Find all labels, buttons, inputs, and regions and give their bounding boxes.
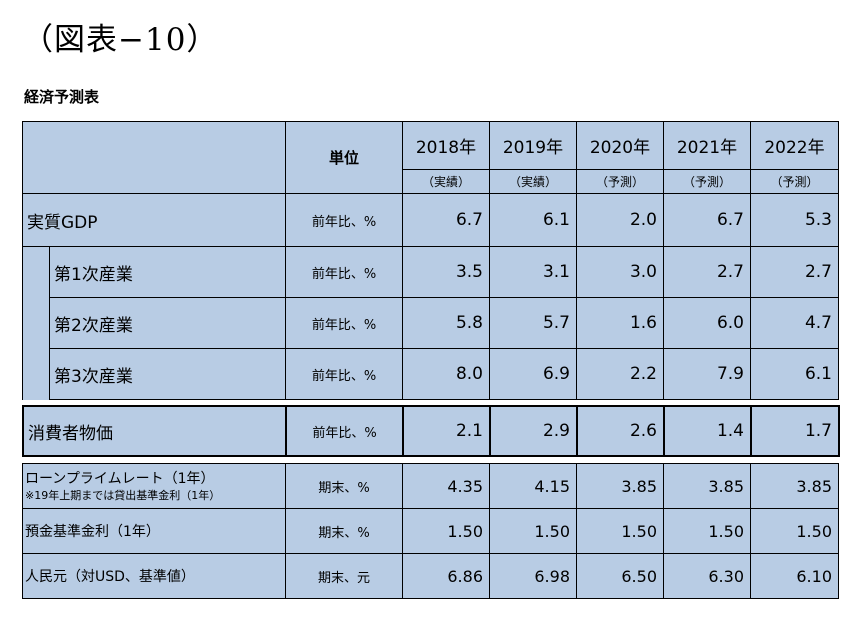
value-cell: 1.50	[663, 508, 751, 554]
value-cell: 1.50	[489, 508, 577, 554]
row-unit: 期末、%	[285, 508, 403, 554]
header-blank-cell	[22, 121, 286, 194]
value-cell: 6.0	[663, 297, 751, 349]
row-unit: 前年比、%	[285, 193, 403, 247]
header-annotation: （実績）	[489, 169, 577, 194]
value-cell: 4.15	[489, 463, 577, 509]
table-row: 実質GDP 前年比、% 6.7 6.1 2.0 6.7 5.3	[22, 193, 839, 247]
value-cell: 1.50	[750, 508, 839, 554]
cpi-table: 消費者物価 前年比、% 2.1 2.9 2.6 1.4 1.7	[22, 405, 840, 457]
value-cell: 6.1	[489, 193, 577, 247]
rates-table: ローンプライムレート（1年） ※19年上期までは貸出基準金利（1年） 期末、% …	[22, 463, 839, 599]
value-cell: 4.7	[750, 297, 839, 349]
value-cell: 3.0	[576, 246, 664, 298]
row-label-primary-industry: 第1次産業	[49, 246, 286, 298]
header-unit: 単位	[285, 121, 403, 194]
row-label-cpi: 消費者物価	[22, 405, 287, 457]
header-row-annotations: （実績） （実績） （予測） （予測） （予測）	[23, 169, 839, 194]
table-subtitle: 経済予測表	[24, 88, 100, 106]
value-cell: 1.7	[750, 405, 840, 457]
value-cell: 6.7	[402, 193, 490, 247]
value-cell: 1.50	[576, 508, 664, 554]
value-cell: 5.3	[750, 193, 839, 247]
row-unit: 前年比、%	[285, 348, 403, 400]
table-row: 預金基準金利（1年） 期末、% 1.50 1.50 1.50 1.50 1.50	[22, 508, 839, 554]
header-annotation: （予測）	[750, 169, 839, 194]
row-unit: 期末、%	[285, 463, 403, 509]
value-cell: 6.1	[750, 348, 839, 400]
value-cell: 2.7	[750, 246, 839, 298]
value-cell: 1.6	[576, 297, 664, 349]
value-cell: 4.35	[402, 463, 490, 509]
row-unit: 前年比、%	[285, 246, 403, 298]
value-cell: 6.9	[489, 348, 577, 400]
value-cell: 1.4	[663, 405, 752, 457]
value-cell: 6.30	[663, 553, 751, 599]
value-cell: 3.85	[750, 463, 839, 509]
loan-prime-rate-label: ローンプライムレート（1年）	[25, 470, 215, 487]
row-label-secondary-industry: 第2次産業	[49, 297, 286, 349]
indent-cell	[22, 246, 50, 400]
figure-title: （図表−10）	[22, 22, 219, 58]
header-annotation: （予測）	[663, 169, 751, 194]
row-label-real-gdp: 実質GDP	[22, 193, 286, 247]
loan-prime-rate-note: ※19年上期までは貸出基準金利（1年）	[25, 488, 221, 502]
value-cell: 2.0	[576, 193, 664, 247]
value-cell: 2.9	[489, 405, 578, 457]
gdp-table: 単位 2018年 2019年 2020年 2021年 2022年 （実績） （実…	[22, 121, 839, 400]
row-label-rmb-usd: 人民元（対USD、基準値）	[22, 553, 286, 599]
row-unit: 前年比、%	[285, 297, 403, 349]
value-cell: 2.7	[663, 246, 751, 298]
header-year: 2019年	[489, 121, 577, 170]
header-year: 2021年	[663, 121, 751, 170]
value-cell: 6.50	[576, 553, 664, 599]
row-unit: 期末、元	[285, 553, 403, 599]
value-cell: 5.8	[402, 297, 490, 349]
value-cell: 3.1	[489, 246, 577, 298]
table-row: 人民元（対USD、基準値） 期末、元 6.86 6.98 6.50 6.30 6…	[22, 553, 839, 599]
row-label-tertiary-industry: 第3次産業	[49, 348, 286, 400]
header-year: 2020年	[576, 121, 664, 170]
table-row: 第1次産業 前年比、% 3.5 3.1 3.0 2.7 2.7	[22, 246, 839, 400]
value-cell: 2.2	[576, 348, 664, 400]
value-cell: 3.85	[663, 463, 751, 509]
value-cell: 6.98	[489, 553, 577, 599]
value-cell: 3.5	[402, 246, 490, 298]
table-row: 第3次産業 前年比、% 8.0 6.9 2.2 7.9 6.1	[23, 348, 839, 400]
value-cell: 6.10	[750, 553, 839, 599]
value-cell: 8.0	[402, 348, 490, 400]
table-row: 第2次産業 前年比、% 5.8 5.7 1.6 6.0 4.7	[23, 297, 839, 349]
header-row-years: 単位 2018年 2019年 2020年 2021年 2022年	[22, 121, 839, 194]
row-label-loan-prime-rate: ローンプライムレート（1年） ※19年上期までは貸出基準金利（1年）	[22, 463, 286, 509]
value-cell: 1.50	[402, 508, 490, 554]
value-cell: 6.7	[663, 193, 751, 247]
value-cell: 2.1	[402, 405, 491, 457]
value-cell: 7.9	[663, 348, 751, 400]
value-cell: 5.7	[489, 297, 577, 349]
value-cell: 3.85	[576, 463, 664, 509]
value-cell: 2.6	[576, 405, 665, 457]
header-annotation: （予測）	[576, 169, 664, 194]
header-annotation: （実績）	[402, 169, 490, 194]
header-year: 2022年	[750, 121, 839, 170]
value-cell: 6.86	[402, 553, 490, 599]
table-row: ローンプライムレート（1年） ※19年上期までは貸出基準金利（1年） 期末、% …	[22, 463, 839, 509]
row-unit: 前年比、%	[285, 405, 404, 457]
row-label-deposit-rate: 預金基準金利（1年）	[22, 508, 286, 554]
table-row: 消費者物価 前年比、% 2.1 2.9 2.6 1.4 1.7	[22, 405, 840, 457]
header-year: 2018年	[402, 121, 490, 170]
